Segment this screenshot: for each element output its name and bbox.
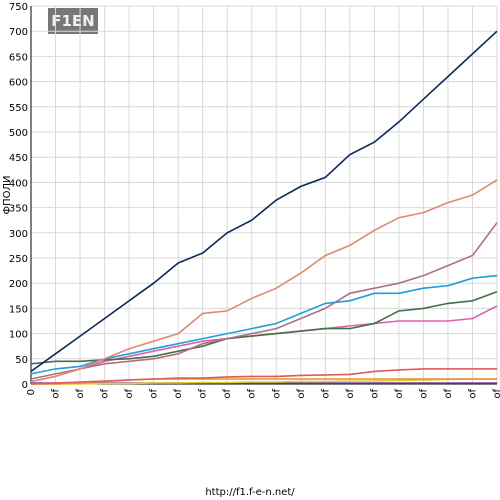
x-tick-label: of (124, 389, 135, 399)
x-tick-label: of (100, 389, 111, 399)
y-tick-label: 300 (9, 229, 28, 240)
x-tick-label: of (320, 389, 331, 399)
footer: http://f1.f-e-n.net/ (205, 487, 295, 498)
y-tick-label: 700 (9, 27, 28, 38)
x-tick-label: of (296, 389, 307, 399)
series-line (30, 368, 497, 385)
x-tick-label: of (75, 389, 86, 399)
y-tick-label: 50 (15, 355, 28, 366)
y-tick-label: 350 (9, 204, 28, 215)
y-tick-label: 600 (9, 78, 28, 89)
series-line (30, 179, 498, 383)
x-tick-label: of (149, 389, 160, 399)
y-tick-label: 450 (9, 153, 28, 164)
y-axis-label: ФПОЛИ (2, 176, 13, 215)
x-tick-label: of (51, 389, 62, 399)
y-tick-label: 550 (9, 103, 28, 114)
series-line (30, 222, 498, 380)
x-tick-label: 0 (26, 389, 37, 395)
x-tick-label: of (271, 389, 282, 399)
x-tick-label: of (467, 389, 478, 399)
series-line (30, 291, 498, 365)
series-line (31, 378, 497, 385)
y-tick-label: 150 (9, 304, 28, 315)
y-tick-label: 750 (9, 2, 28, 13)
y-tick-label: 500 (9, 128, 28, 139)
x-tick-label: of (198, 389, 209, 399)
y-tick-label: 400 (9, 178, 28, 189)
y-tick-label: 650 (9, 52, 28, 63)
y-tick-label: 200 (9, 279, 28, 290)
x-tick-label: of (418, 389, 429, 399)
x-tick-label: of (394, 389, 405, 399)
logo: F1EN (51, 12, 94, 30)
x-tick-label: of (369, 389, 380, 399)
logo-box (48, 8, 98, 34)
x-tick-label: of (492, 389, 500, 399)
series-line (30, 305, 498, 383)
x-tick-label: of (173, 389, 184, 399)
x-tick-label: of (222, 389, 233, 399)
y-tick-label: 250 (9, 254, 28, 265)
series-line (30, 30, 498, 373)
x-tick-label: of (443, 389, 454, 399)
y-tick-label: 100 (9, 330, 28, 341)
x-tick-label: of (345, 389, 356, 399)
x-tick-label: of (247, 389, 258, 399)
y-tick-label: 0 (22, 380, 28, 391)
